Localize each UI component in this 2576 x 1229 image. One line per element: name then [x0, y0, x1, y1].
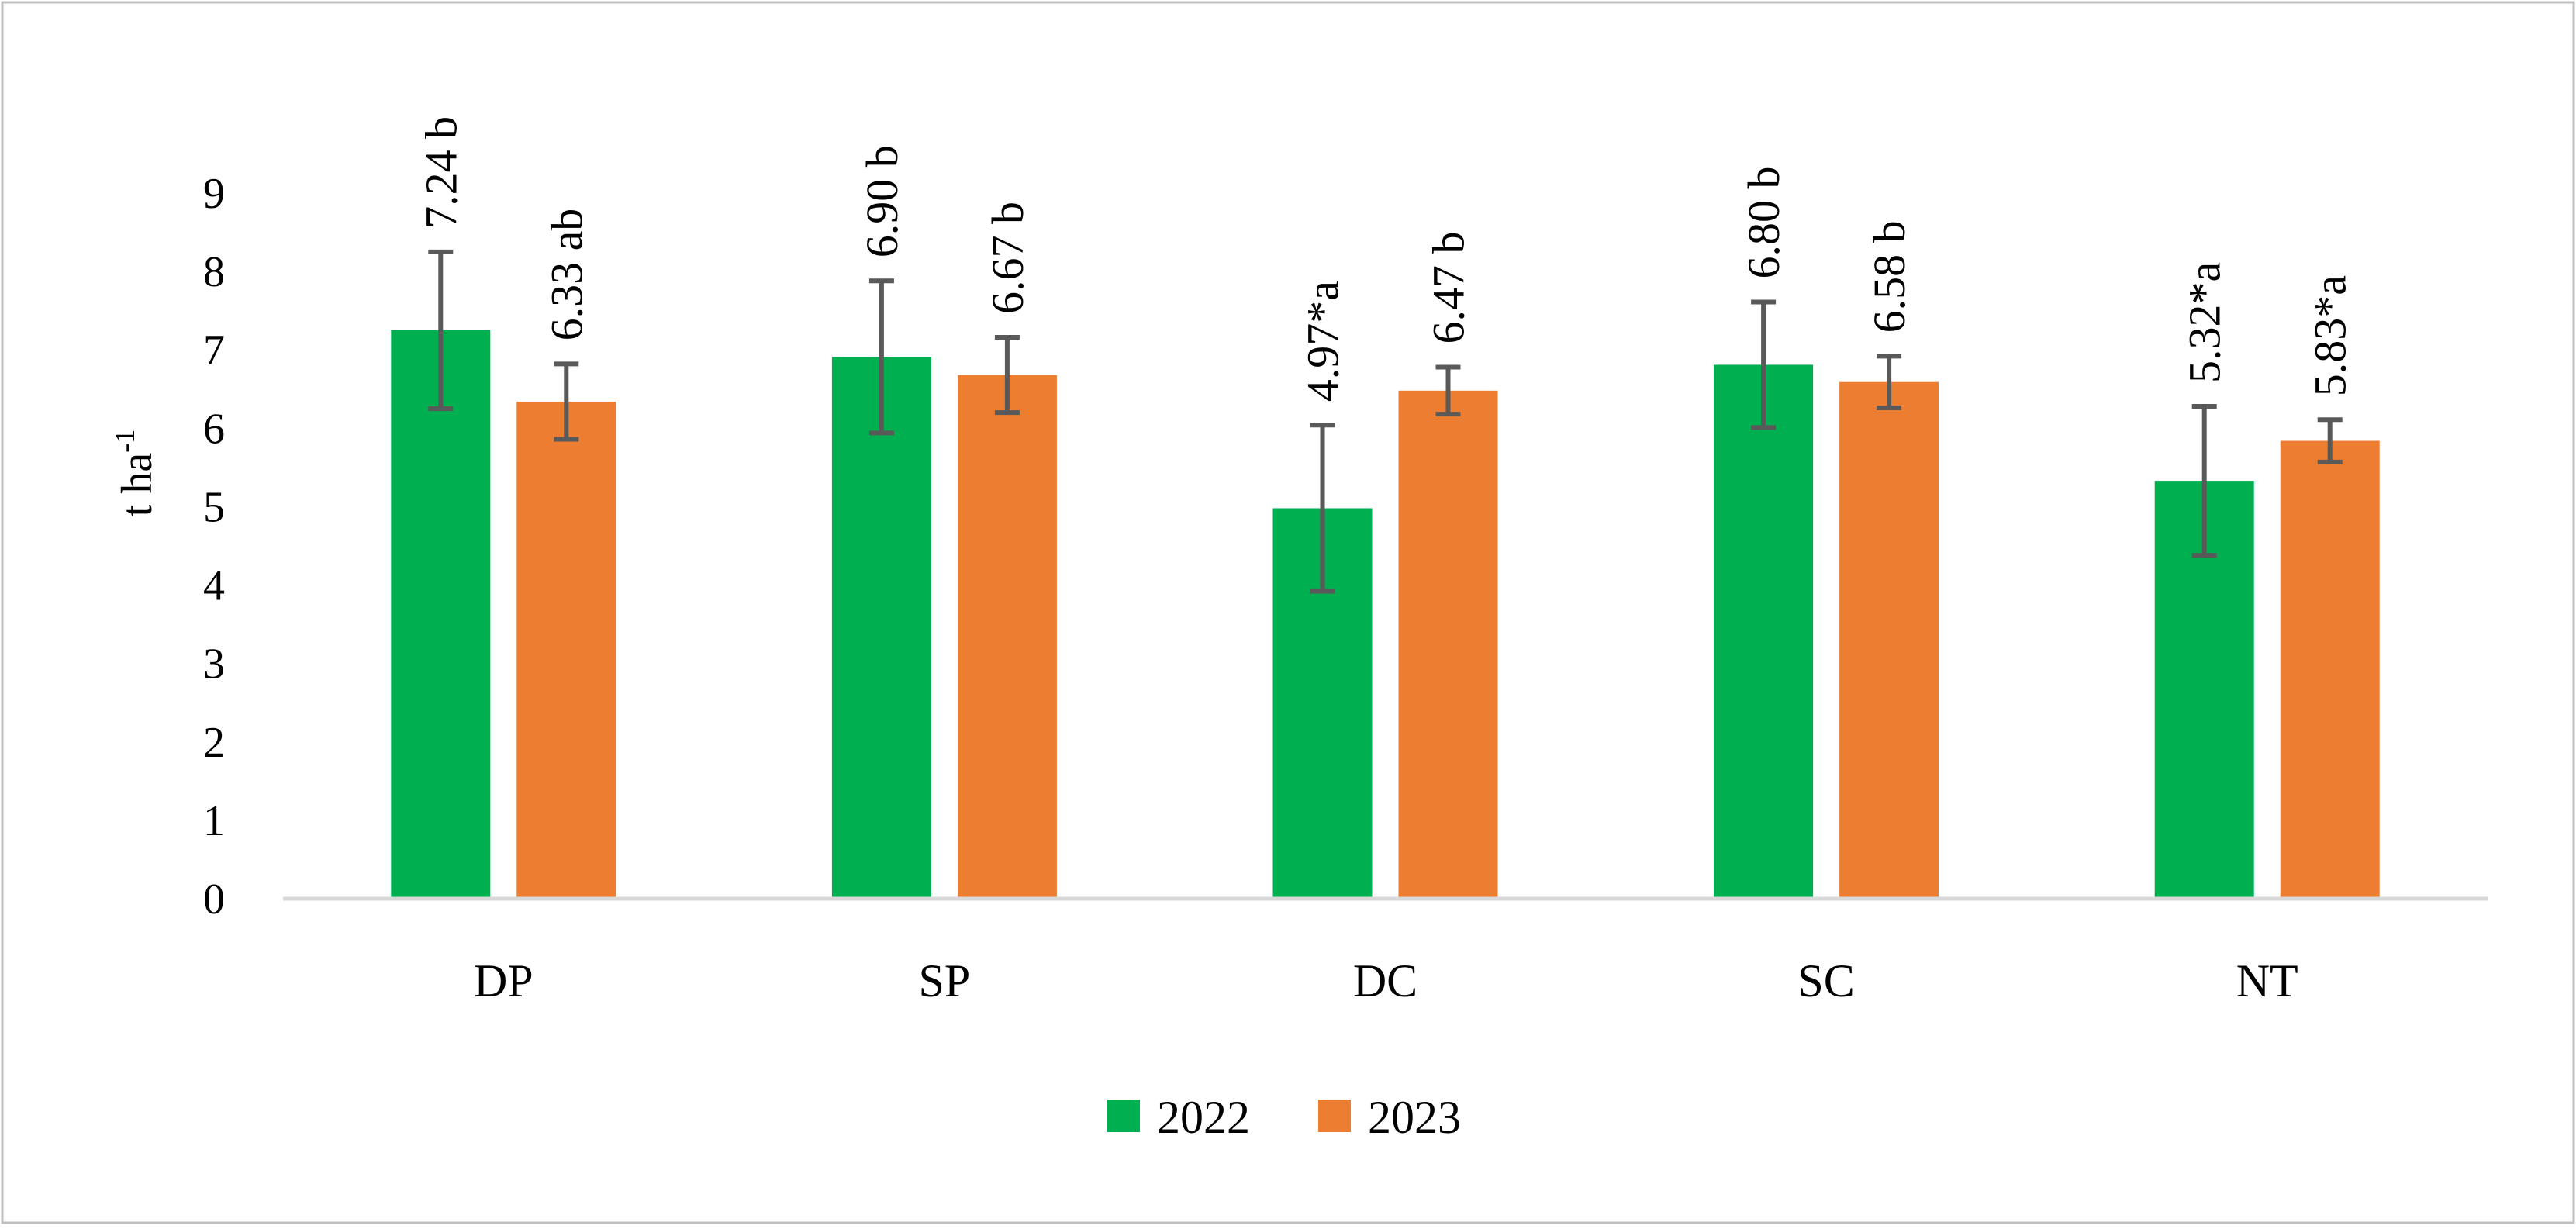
y-tick-label-9: 9	[203, 170, 225, 218]
x-tick-label-nt: NT	[2236, 955, 2298, 1006]
data-label-2022-sc: 6.80 b	[1739, 167, 1789, 279]
data-label-2023-nt: 5.83*a	[2305, 275, 2356, 396]
error-bar-2022-sp	[868, 278, 894, 436]
error-bar-2023-dc	[1435, 364, 1461, 417]
error-bar-2022-dp	[428, 249, 454, 412]
error-bar-2023-nt	[2317, 417, 2343, 464]
legend-swatch-2022	[1107, 1100, 1140, 1132]
data-label-2022-dc: 4.97*a	[1298, 281, 1348, 402]
legend-label-2023: 2023	[1368, 1092, 1461, 1143]
y-axis-title: t ha-1	[109, 430, 161, 516]
error-bar-2022-nt	[2191, 404, 2217, 558]
bar-2022-dp	[391, 330, 491, 898]
y-tick-label-7: 7	[203, 326, 225, 375]
data-label-2022-nt: 5.32*a	[2180, 262, 2230, 383]
bar-2022-sc	[1714, 364, 1814, 898]
bar-2023-dp	[516, 401, 616, 898]
bar-series	[391, 330, 2380, 899]
x-tick-label-dc: DC	[1353, 955, 1417, 1006]
y-tick-label-2: 2	[203, 719, 225, 767]
data-label-2023-dp: 6.33 ab	[541, 209, 592, 341]
y-tick-label-1: 1	[203, 797, 225, 845]
bar-2022-sp	[831, 357, 931, 898]
x-axis-categories: DP SP DC SC NT	[474, 955, 2298, 1006]
y-tick-label-3: 3	[203, 640, 225, 689]
x-tick-label-dp: DP	[474, 955, 534, 1006]
y-tick-label-6: 6	[203, 405, 225, 453]
legend: 2022 2023	[1107, 1092, 1461, 1143]
bar-2023-sc	[1839, 381, 1939, 898]
error-bar-2023-sp	[994, 335, 1020, 416]
y-tick-label-5: 5	[203, 483, 225, 531]
y-tick-label-0: 0	[203, 875, 225, 923]
error-bar-2023-dp	[554, 361, 579, 442]
error-bar-2023-sc	[1877, 354, 1902, 411]
x-tick-label-sp: SP	[919, 955, 971, 1006]
y-tick-label-8: 8	[203, 248, 225, 296]
data-label-2023-dc: 6.47 b	[1424, 231, 1474, 343]
y-axis-ticks: 0 1 2 3 4 5 6 7 8 9	[203, 170, 225, 923]
data-labels: 7.24 b 6.33 ab 6.90 b 6.67 b 4.97*a 6.47 b 6.8…	[416, 116, 2355, 402]
error-bar-2022-sc	[1751, 299, 1777, 430]
data-label-2023-sp: 6.67 b	[982, 202, 1033, 314]
data-label-2022-dp: 7.24 b	[416, 116, 466, 229]
y-axis-title-text: t ha	[113, 453, 161, 517]
legend-label-2022: 2022	[1157, 1092, 1250, 1143]
legend-swatch-2023	[1318, 1100, 1351, 1132]
error-bar-2022-dc	[1310, 423, 1335, 594]
bar-2023-sp	[957, 375, 1057, 899]
y-axis-title-superscript: -1	[109, 430, 140, 453]
x-tick-label-sc: SC	[1797, 955, 1854, 1006]
bar-2023-dc	[1398, 390, 1498, 898]
error-bars	[428, 249, 2343, 594]
y-tick-label-4: 4	[203, 562, 225, 610]
bar-2023-nt	[2280, 440, 2380, 898]
data-label-2022-sp: 6.90 b	[857, 145, 907, 257]
data-label-2023-sc: 6.58 b	[1864, 220, 1915, 333]
